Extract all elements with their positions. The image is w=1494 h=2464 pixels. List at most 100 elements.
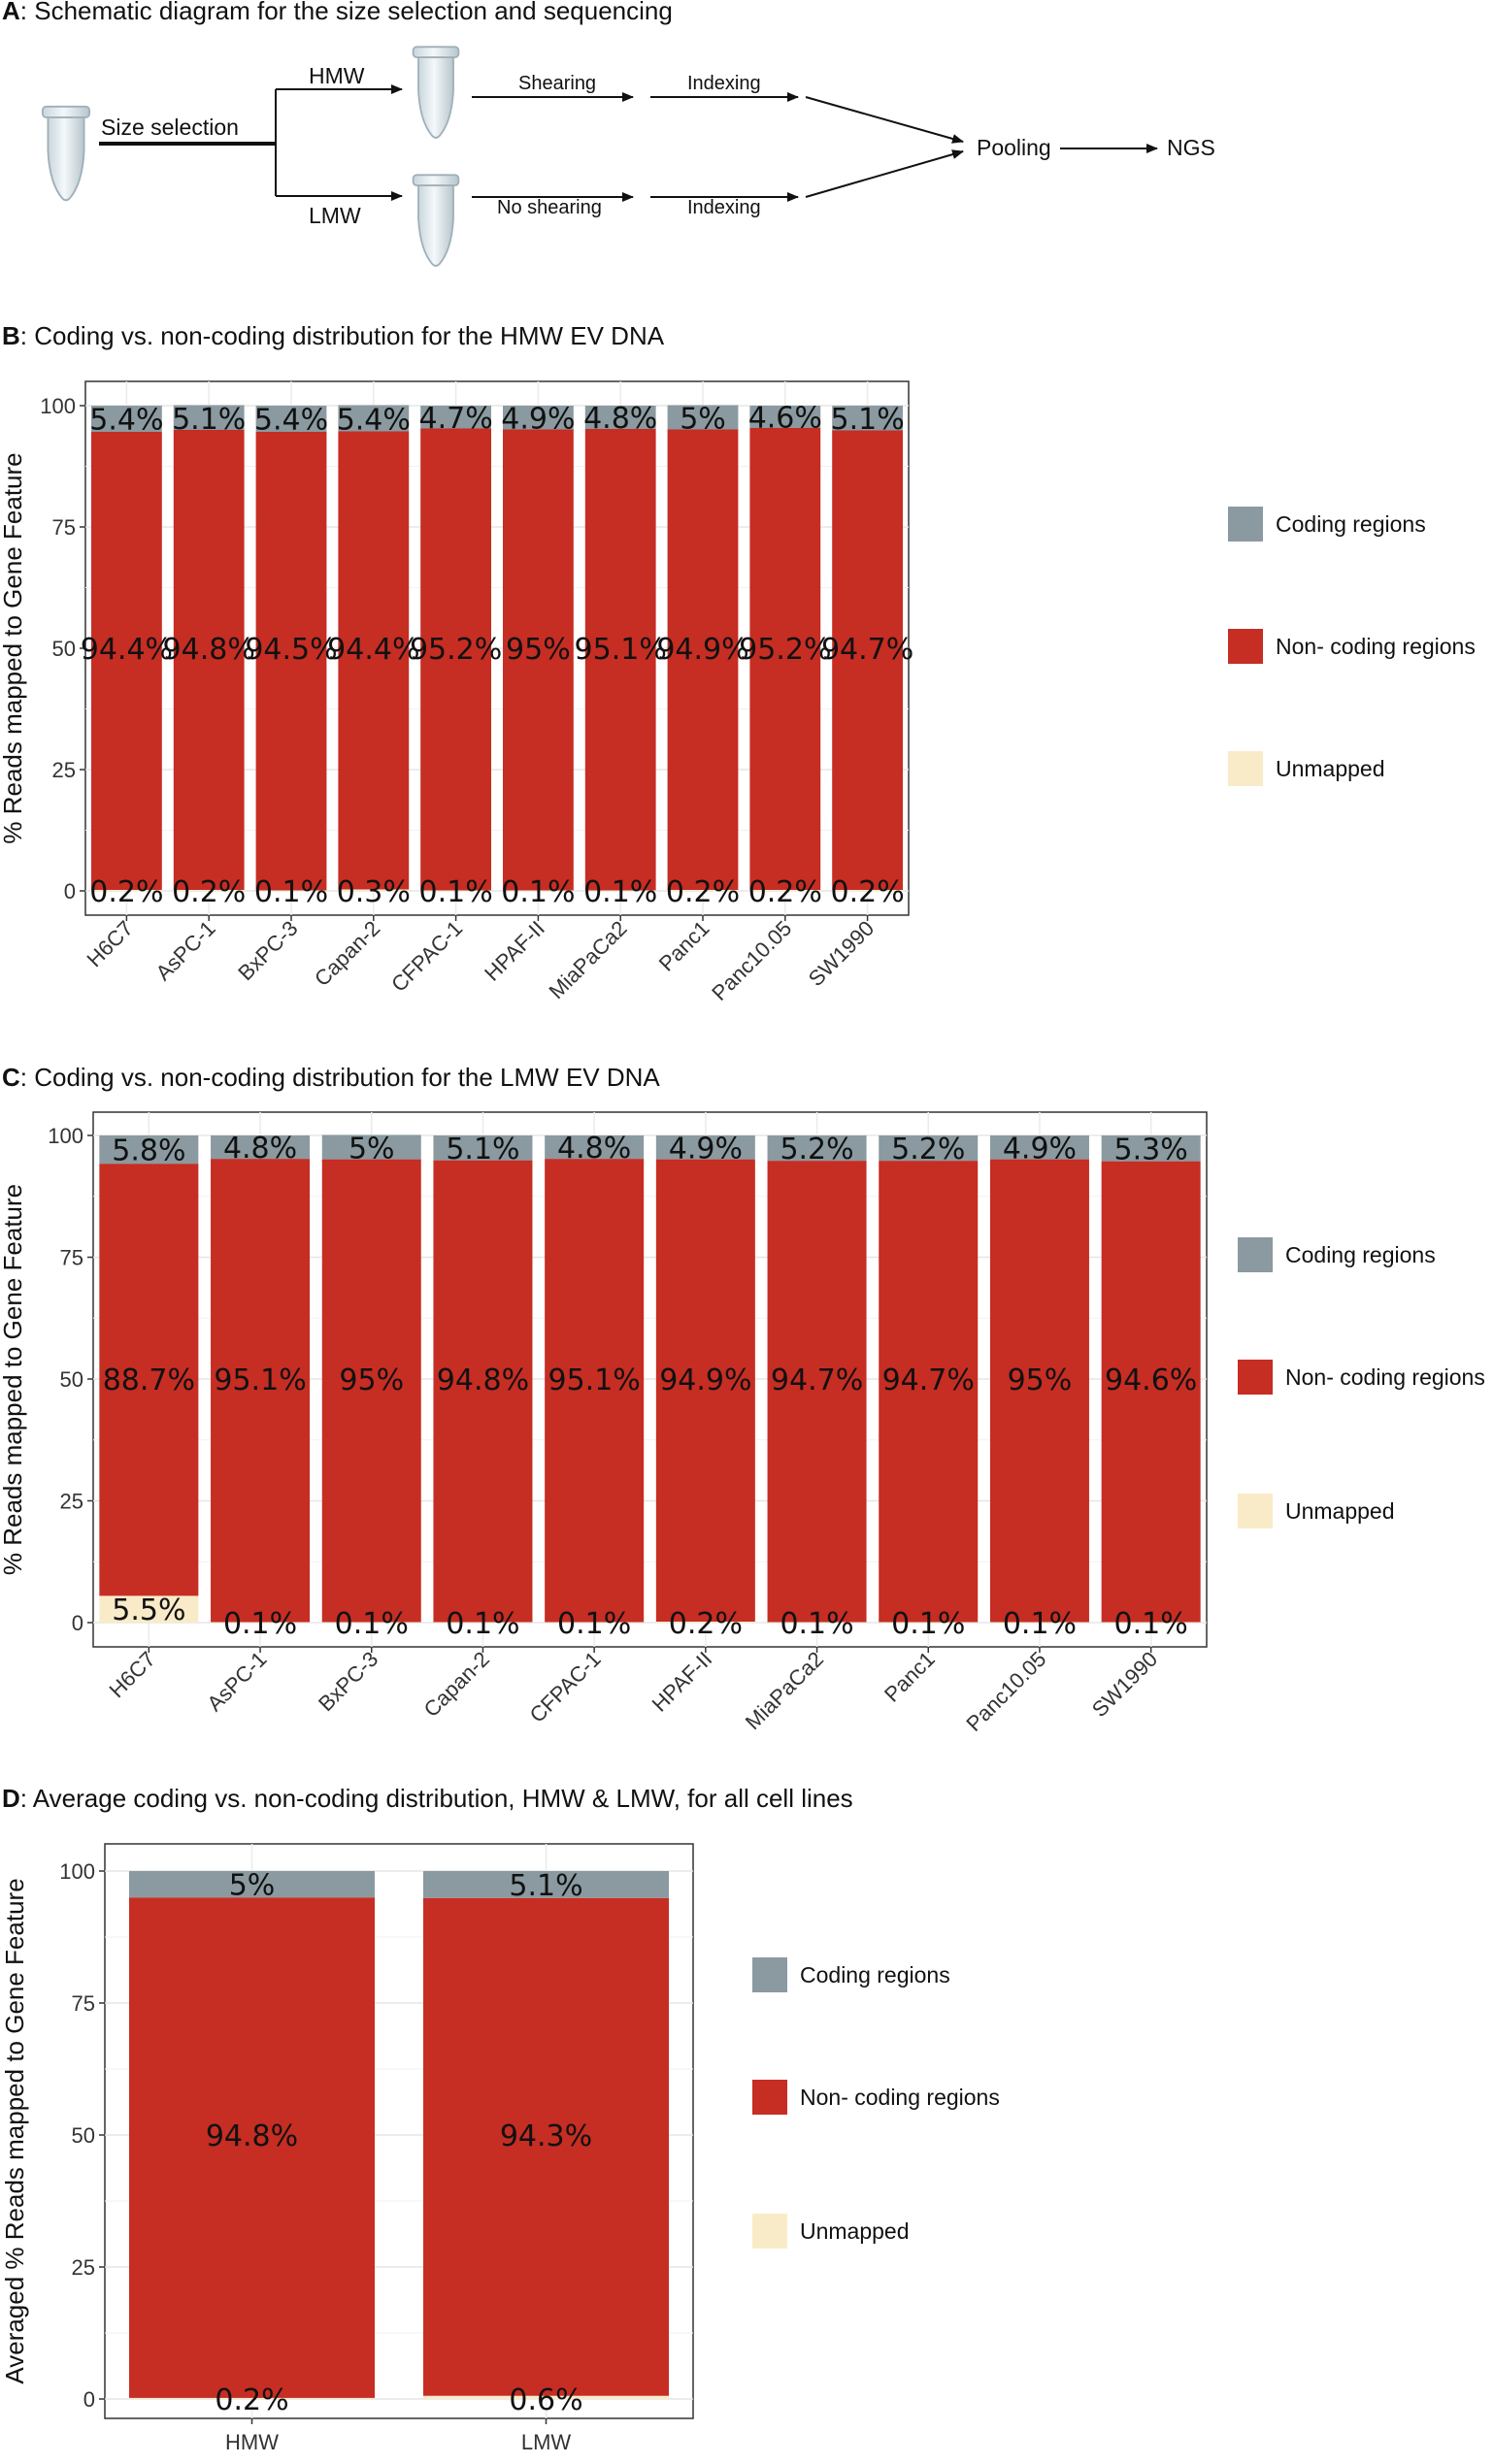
bar-segment	[338, 889, 410, 891]
panel-b-letter: B	[2, 321, 20, 350]
indexing-bottom-label: Indexing	[687, 197, 761, 218]
bar-segment	[99, 1164, 199, 1596]
data-label: 5.4%	[254, 404, 328, 438]
panel-c-letter: C	[2, 1063, 20, 1092]
legend-swatch	[752, 2080, 787, 2115]
bar-segment	[420, 406, 491, 429]
legend-swatch	[1238, 1494, 1273, 1528]
data-label: 0.2%	[669, 1607, 743, 1641]
bar-segment	[420, 890, 491, 891]
data-label: 94.6%	[1105, 1363, 1197, 1397]
bar-segment	[767, 1161, 867, 1623]
legend-label: Unmapped	[800, 2218, 910, 2244]
data-label: 5.1%	[446, 1133, 519, 1166]
x-tick-label: AsPC-1	[202, 1647, 271, 1716]
bar-segment	[255, 890, 327, 891]
data-label: 4.8%	[223, 1132, 297, 1166]
no-shearing-label: No shearing	[497, 197, 602, 218]
y-axis-title: % Reads mapped to Gene Feature	[0, 452, 27, 843]
bar-segment	[503, 406, 574, 430]
bar-segment	[989, 1135, 1089, 1160]
bar-segment	[584, 406, 656, 429]
bar-segment	[879, 1622, 979, 1623]
bar-segment	[91, 406, 162, 432]
x-tick-label: LMW	[521, 2430, 572, 2454]
ngs-label: NGS	[1167, 135, 1215, 160]
data-label: 95.1%	[548, 1363, 640, 1397]
bar-segment	[211, 1135, 311, 1160]
pool-top-arrow	[805, 96, 964, 144]
bar-segment	[99, 1135, 199, 1165]
data-label: 5.3%	[1114, 1133, 1188, 1166]
data-label: 0.2%	[830, 875, 904, 909]
bar-segment	[503, 890, 574, 891]
bar-segment	[423, 1897, 669, 2396]
y-tick-label: 0	[64, 879, 76, 903]
data-label: 95%	[506, 633, 571, 667]
panel-a-title: A: Schematic diagram for the size select…	[2, 0, 673, 25]
x-tick-label: Capan-2	[310, 916, 384, 991]
data-label: 94.4%	[81, 633, 173, 667]
data-label: 94.3%	[500, 2119, 592, 2153]
data-label: 0.1%	[780, 1607, 853, 1641]
bar-segment	[321, 1159, 421, 1623]
data-label: 0.1%	[254, 875, 328, 909]
data-label: 94.9%	[656, 633, 748, 667]
x-tick-label: Panc1	[654, 916, 714, 976]
x-tick-label: Capan-2	[419, 1647, 494, 1722]
bar-segment	[173, 405, 245, 430]
bar-segment	[338, 405, 410, 432]
bar-segment	[173, 890, 245, 891]
lmw-tube-icon	[412, 174, 460, 267]
panel-d-letter: D	[2, 1784, 20, 1813]
panel-c-chart: C: Coding vs. non-coding distribution fo…	[0, 1063, 1485, 1736]
data-label: 5.1%	[172, 403, 246, 437]
lmw-label: LMW	[309, 203, 361, 228]
bar-segment	[655, 1159, 755, 1622]
data-label: 4.8%	[583, 402, 657, 436]
x-tick-label: CFPAC-1	[386, 916, 467, 997]
y-tick-label: 100	[40, 394, 76, 418]
x-tick-label: HPAF-II	[647, 1647, 717, 1717]
data-label: 0.1%	[501, 875, 575, 909]
bar-segment	[545, 1135, 645, 1160]
data-label: 94.9%	[659, 1363, 751, 1397]
legend-swatch	[1228, 629, 1263, 664]
data-label: 94.8%	[206, 2119, 298, 2153]
x-tick-label: MiaPaCa2	[544, 916, 631, 1003]
legend-swatch	[1228, 751, 1263, 786]
bar-segment	[338, 431, 410, 890]
panel-d-title-text: : Average coding vs. non-coding distribu…	[20, 1784, 853, 1813]
bar-segment	[420, 428, 491, 891]
panel-c-title-text: : Coding vs. non-coding distribution for…	[20, 1063, 661, 1092]
data-label: 0.1%	[557, 1607, 631, 1641]
legend-label: Unmapped	[1285, 1498, 1395, 1524]
bar-segment	[321, 1622, 421, 1623]
data-label: 5%	[680, 403, 726, 437]
data-label: 4.9%	[1003, 1132, 1077, 1166]
panel-b-title-text: : Coding vs. non-coding distribution for…	[20, 321, 665, 350]
bar-segment	[255, 432, 327, 891]
x-tick-label: Panc10.05	[961, 1647, 1050, 1736]
data-label: 5%	[229, 1869, 276, 1903]
data-label: 94.8%	[437, 1363, 529, 1397]
data-label: 0.1%	[891, 1607, 965, 1641]
panel-b-title: B: Coding vs. non-coding distribution fo…	[2, 321, 665, 350]
y-tick-label: 0	[72, 1611, 83, 1635]
bar-segment	[832, 406, 903, 431]
data-label: 0.1%	[335, 1607, 409, 1641]
panel-d-title: D: Average coding vs. non-coding distrib…	[2, 1784, 853, 1813]
data-label: 5.2%	[780, 1133, 853, 1166]
x-tick-label: Panc10.05	[707, 916, 796, 1005]
data-label: 0.1%	[418, 875, 492, 909]
data-label: 94.8%	[163, 633, 255, 667]
x-tick-label: Panc1	[880, 1647, 940, 1707]
bar-segment	[129, 2397, 375, 2399]
bar-segment	[1101, 1622, 1201, 1623]
data-label: 94.7%	[882, 1363, 975, 1397]
data-label: 0.1%	[223, 1607, 297, 1641]
panel-c-title: C: Coding vs. non-coding distribution fo…	[2, 1063, 660, 1092]
legend-label: Non- coding regions	[1276, 634, 1476, 659]
bar-segment	[989, 1622, 1089, 1623]
